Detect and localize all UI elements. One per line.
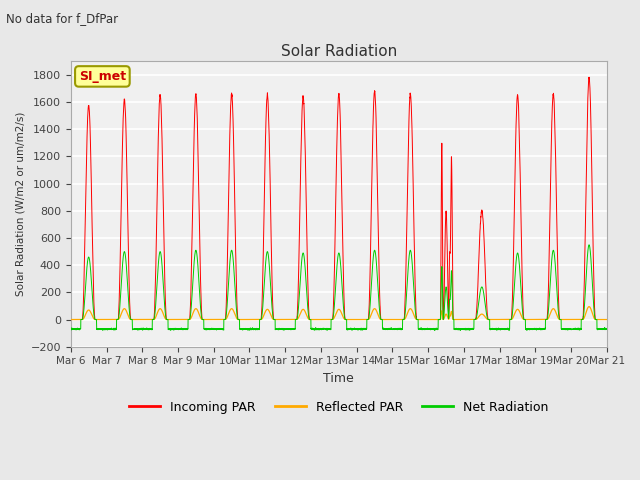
X-axis label: Time: Time	[323, 372, 354, 385]
Title: Solar Radiation: Solar Radiation	[281, 44, 397, 59]
Legend: Incoming PAR, Reflected PAR, Net Radiation: Incoming PAR, Reflected PAR, Net Radiati…	[124, 396, 554, 419]
Text: No data for f_DfPar: No data for f_DfPar	[6, 12, 118, 25]
Y-axis label: Solar Radiation (W/m2 or um/m2/s): Solar Radiation (W/m2 or um/m2/s)	[15, 112, 25, 296]
Text: SI_met: SI_met	[79, 70, 126, 83]
